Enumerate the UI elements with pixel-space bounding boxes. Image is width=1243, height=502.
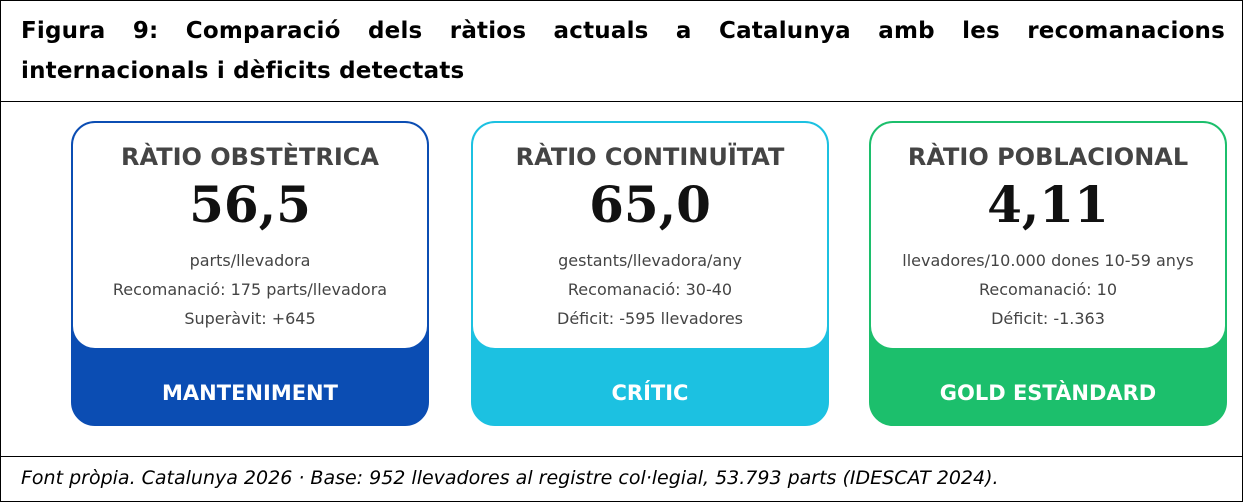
caption: Font pròpia. Catalunya 2026 · Base: 952 … — [21, 467, 999, 489]
card-value: 56,5 — [189, 175, 311, 234]
ratio-card: RÀTIO POBLACIONAL 4,11 llevadores/10.000 d… — [869, 121, 1227, 426]
card-heading: RÀTIO POBLACIONAL — [907, 143, 1189, 171]
separator — [1, 101, 1242, 102]
card-status: MANTENIMENT — [162, 381, 338, 405]
card-line: parts/llevadora — [189, 251, 311, 270]
card-body: RÀTIO CONTINUÏTAT 65,0 gestants/llevadora/… — [473, 123, 827, 348]
card-status: CRÍTIC — [611, 381, 689, 405]
card-line: Déficit: -1.363 — [991, 309, 1105, 328]
card-heading: RÀTIO OBSTÈTRICA — [121, 143, 379, 171]
card-body: RÀTIO OBSTÈTRICA 56,5 parts/llevadora Recom… — [73, 123, 427, 348]
card-body: RÀTIO POBLACIONAL 4,11 llevadores/10.000 d… — [871, 123, 1225, 348]
card-line: Recomanació: 30-40 — [567, 280, 733, 299]
separator — [1, 456, 1242, 457]
card-value: 4,11 — [987, 175, 1109, 234]
card-line: Recomanació: 10 — [978, 280, 1118, 299]
card-value: 65,0 — [589, 175, 711, 234]
card-heading: RÀTIO CONTINUÏTAT — [515, 143, 785, 171]
card-line: Déficit: -595 llevadores — [557, 309, 743, 328]
ratio-card: RÀTIO OBSTÈTRICA 56,5 parts/llevadora Recom… — [71, 121, 429, 426]
card-line: Superàvit: +645 — [184, 309, 316, 328]
card-line: gestants/llevadora/any — [558, 251, 742, 270]
card-line: llevadores/10.000 dones 10-59 anys — [902, 251, 1194, 270]
card-line: Recomanació: 175 parts/llevadora — [112, 280, 388, 299]
ratio-card: RÀTIO CONTINUÏTAT 65,0 gestants/llevadora/… — [471, 121, 829, 426]
figure-title: Figura 9: Comparació dels ràtios actuals… — [21, 18, 1225, 84]
card-status: GOLD ESTÀNDARD — [939, 381, 1157, 405]
